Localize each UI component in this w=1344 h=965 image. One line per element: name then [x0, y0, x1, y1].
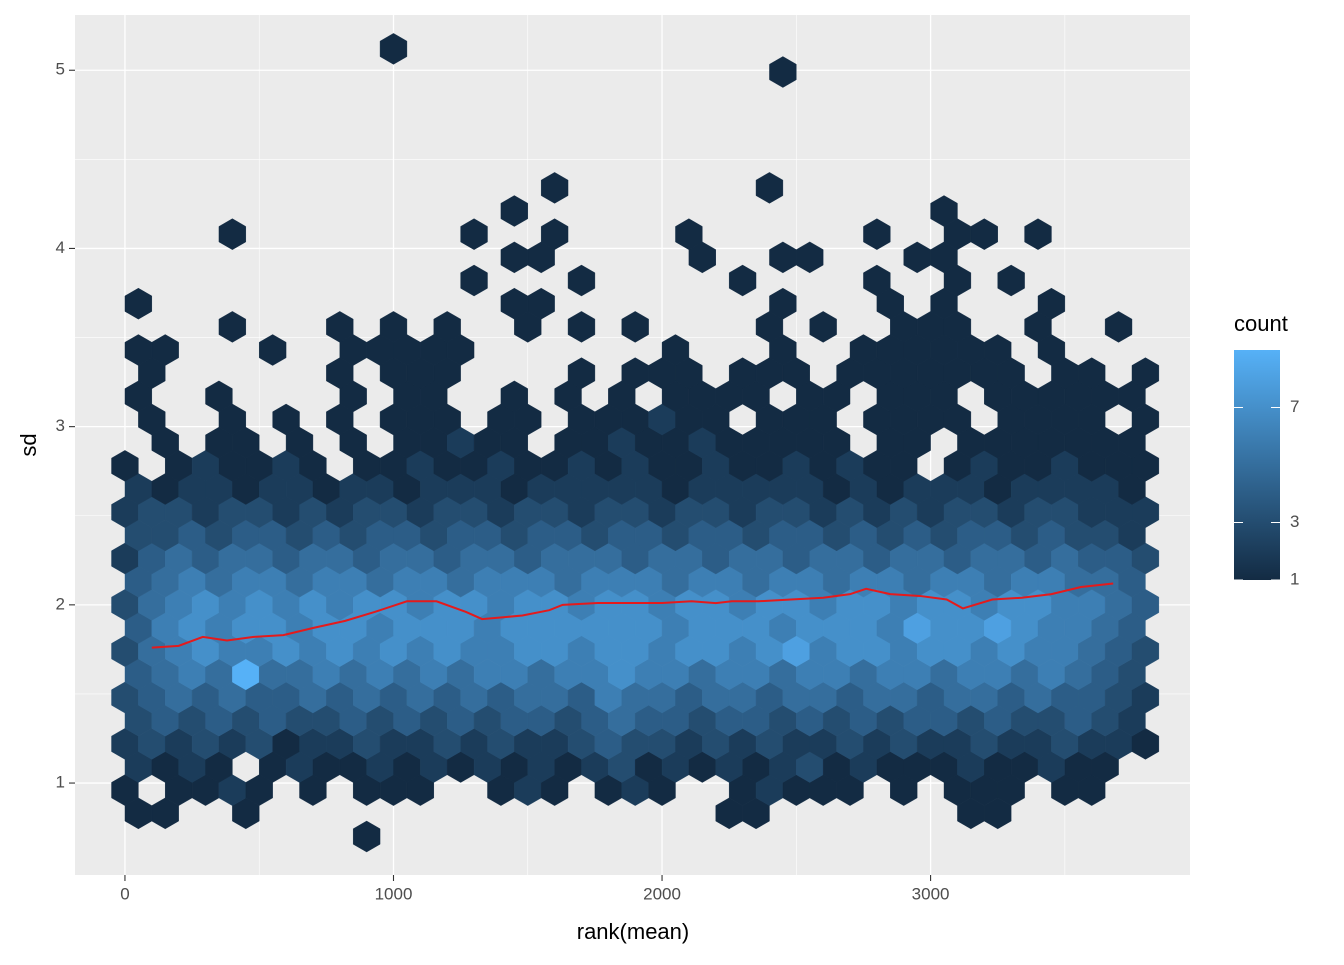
y-tick-label: 5: [56, 60, 65, 79]
legend-tick-label: 1: [1290, 569, 1299, 588]
legend-tick-label: 7: [1290, 397, 1299, 416]
y-axis-title: sd: [16, 433, 41, 456]
hex-bin: [984, 334, 1012, 366]
axes: 0 1000 2000 3000 1 2 3 4 5: [56, 60, 950, 904]
hex-bin: [259, 334, 287, 366]
hex-bin: [460, 264, 488, 297]
hexes: [111, 33, 1160, 853]
hex-bin: [930, 195, 958, 227]
y-tick-label: 4: [56, 238, 65, 257]
hex-bin: [567, 357, 596, 389]
hex-bin: [272, 403, 300, 436]
hex-bin: [1104, 311, 1133, 343]
x-tick-label: 2000: [643, 884, 681, 903]
hex-bin: [769, 56, 797, 88]
hex-bin: [379, 311, 408, 343]
x-axis-title: rank(mean): [577, 919, 689, 944]
hex-bin: [567, 264, 596, 297]
hex-bin: [661, 334, 690, 366]
hex-bin: [863, 218, 891, 250]
hex-bin: [433, 311, 461, 343]
hex-bin: [111, 450, 139, 482]
hex-bin: [728, 264, 757, 297]
hex-bin: [205, 380, 233, 413]
x-tick-label: 0: [120, 884, 129, 903]
hex-bin: [379, 33, 408, 65]
y-tick-label: 3: [56, 416, 65, 435]
hex-bin: [326, 311, 354, 343]
legend: 1 3 7: [1234, 397, 1299, 588]
hex-bin: [755, 172, 784, 204]
x-tick-label: 1000: [375, 884, 413, 903]
hex-bin: [540, 172, 569, 204]
hex-bin: [796, 241, 824, 274]
hex-bin: [124, 287, 153, 320]
hex-bin: [500, 380, 528, 413]
hex-bin: [540, 218, 569, 250]
hex-bin: [151, 334, 179, 366]
hex-bin: [1131, 357, 1160, 389]
hex-bin: [769, 287, 797, 320]
hex-bin: [527, 287, 555, 320]
hex-bin: [809, 311, 837, 343]
hex-bin: [1078, 357, 1106, 389]
hex-bin: [863, 264, 891, 297]
hex-bin: [621, 311, 649, 343]
hex-bin: [675, 218, 703, 250]
hex-bin: [567, 311, 596, 343]
hex-bin: [218, 218, 246, 250]
legend-title: count: [1234, 311, 1288, 336]
hex-bin: [1024, 218, 1052, 250]
hex-bin: [218, 311, 246, 343]
hex-bin: [460, 218, 488, 250]
y-tick-label: 1: [56, 773, 65, 792]
hex-bin: [500, 195, 528, 227]
hex-bin: [1037, 287, 1066, 320]
hex-bin: [353, 820, 381, 853]
legend-tick-label: 3: [1290, 512, 1299, 531]
smooth-line: [151, 582, 1114, 649]
colorbar: [1234, 350, 1280, 580]
hex-bin: [970, 218, 998, 250]
hex-bin: [997, 264, 1025, 297]
y-tick-label: 2: [56, 594, 65, 613]
x-tick-label: 3000: [912, 884, 950, 903]
